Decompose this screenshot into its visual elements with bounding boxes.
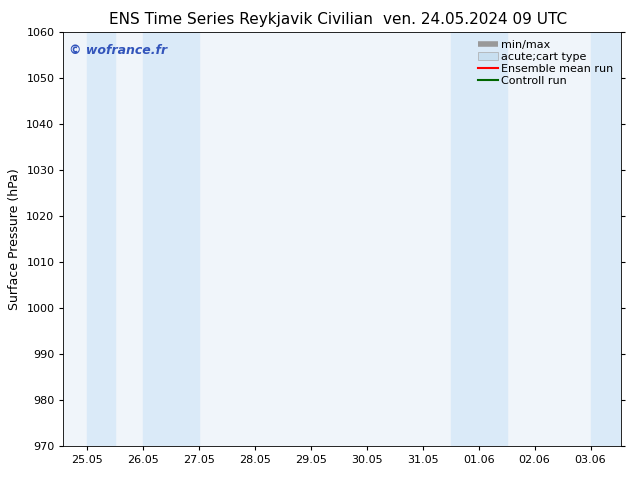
Bar [590,32,621,446]
Y-axis label: Surface Pressure (hPa): Surface Pressure (hPa) [8,168,21,310]
Bar [451,32,507,446]
Legend: min/max, acute;cart type, Ensemble mean run, Controll run: min/max, acute;cart type, Ensemble mean … [476,37,616,89]
Text: ven. 24.05.2024 09 UTC: ven. 24.05.2024 09 UTC [384,12,567,27]
Text: ENS Time Series Reykjavik Civilian: ENS Time Series Reykjavik Civilian [109,12,373,27]
Bar [143,32,199,446]
Text: © wofrance.fr: © wofrance.fr [69,44,167,57]
Bar [87,32,115,446]
